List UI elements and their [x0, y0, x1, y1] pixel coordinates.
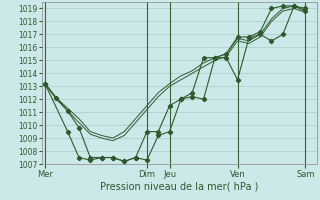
X-axis label: Pression niveau de la mer( hPa ): Pression niveau de la mer( hPa ): [100, 181, 258, 191]
